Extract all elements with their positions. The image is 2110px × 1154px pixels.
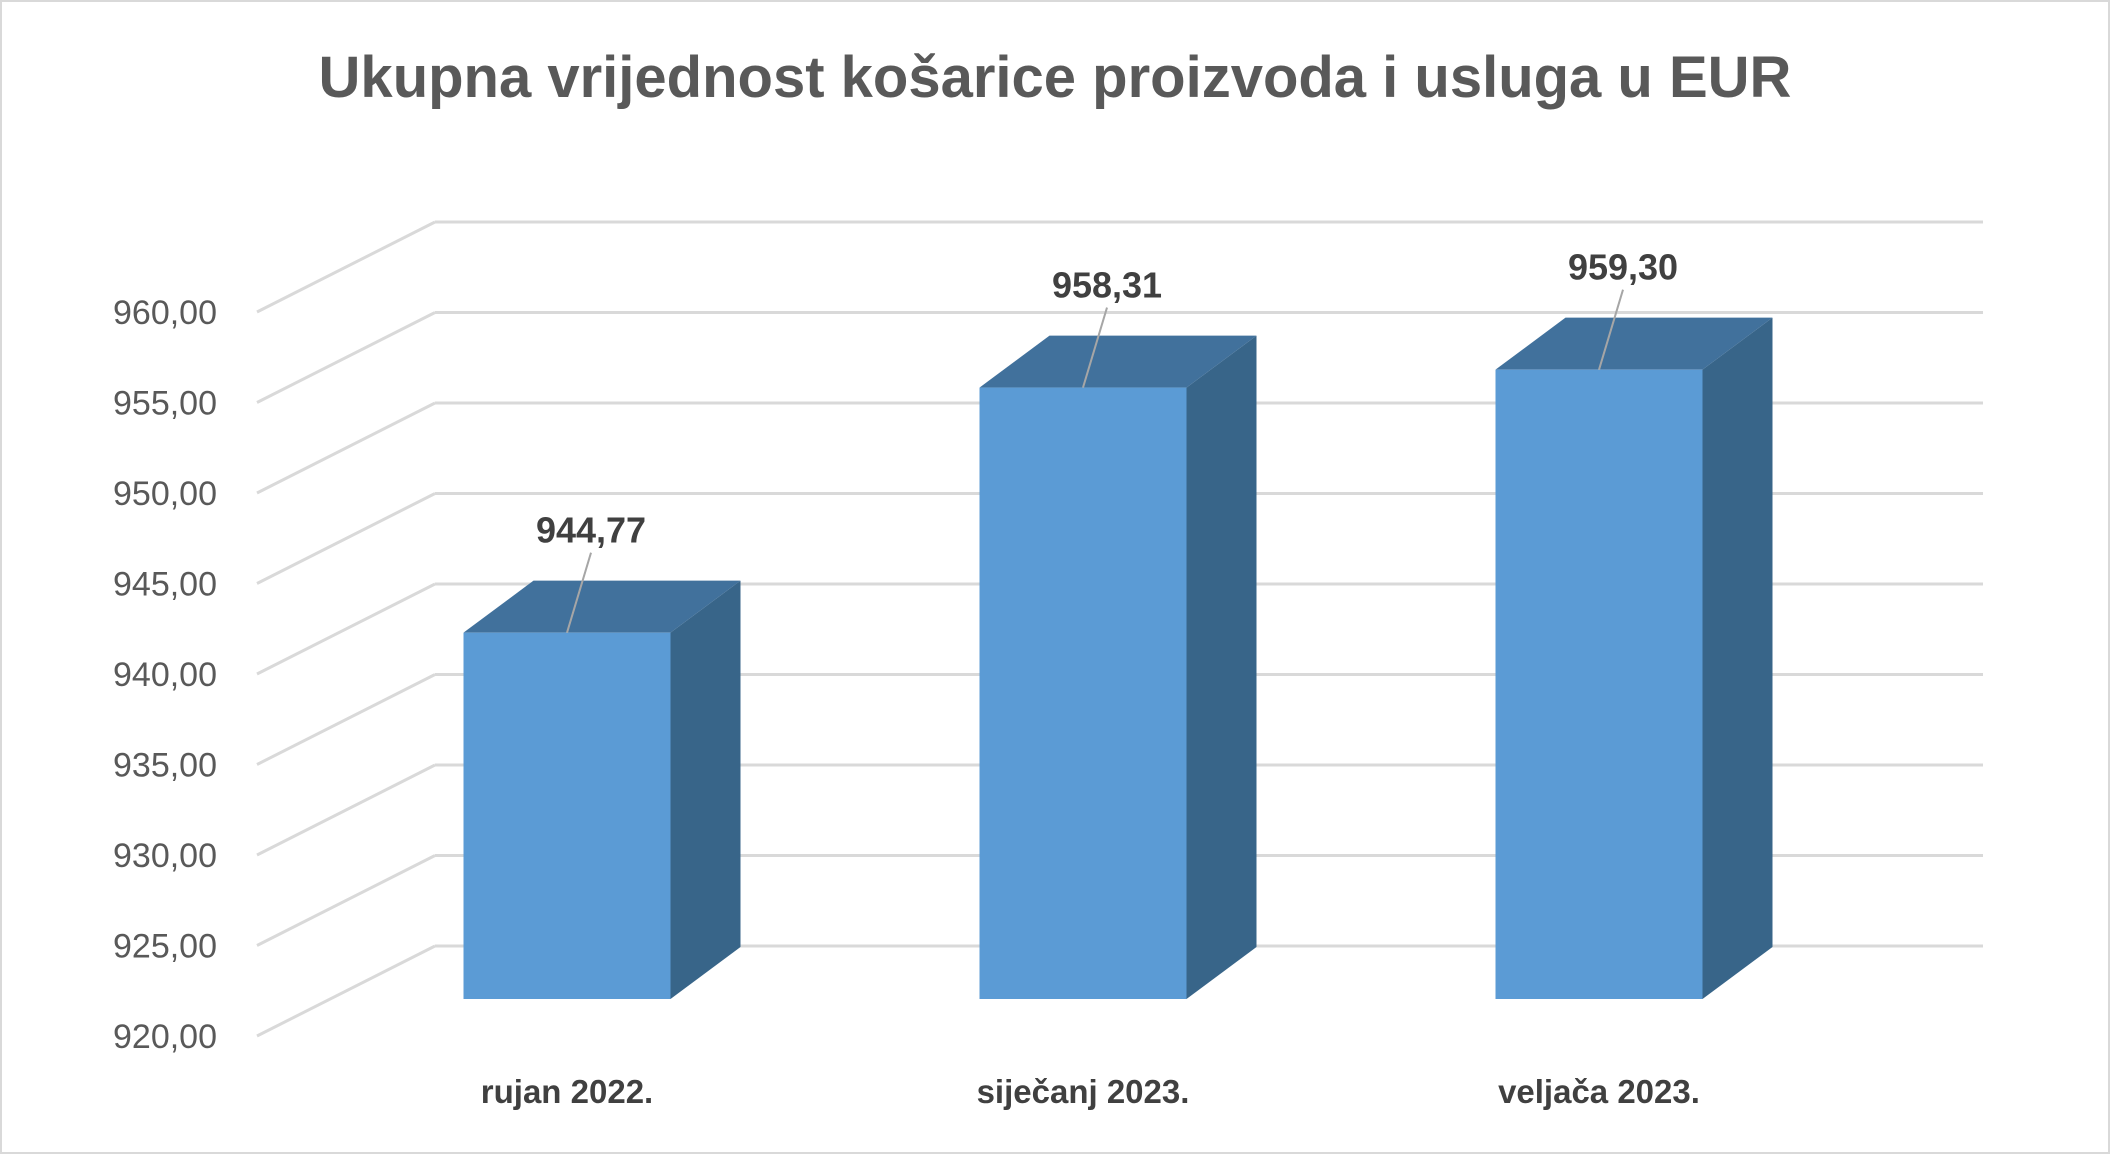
bar-side (1702, 317, 1773, 999)
bar (979, 387, 1187, 999)
gridline-side (256, 401, 436, 495)
gridline-side (256, 492, 436, 585)
data-label: 958,31 (1052, 265, 1162, 306)
y-tick-label: 950,00 (113, 475, 217, 513)
data-label: 959,30 (1568, 247, 1678, 288)
y-tick-label: 955,00 (113, 385, 217, 423)
y-tick-label: 940,00 (113, 656, 217, 694)
bar (463, 632, 671, 999)
gridline-side (256, 220, 436, 314)
gridline-side (256, 854, 436, 947)
x-category-label: rujan 2022. (481, 1073, 653, 1110)
y-tick-label: 945,00 (113, 566, 217, 604)
gridline-side (256, 311, 436, 404)
gridline-side (256, 763, 436, 857)
y-tick-label: 920,00 (113, 1018, 217, 1056)
y-tick-label: 935,00 (113, 747, 217, 785)
bar-top (1495, 317, 1773, 370)
data-label: 944,77 (536, 510, 646, 551)
gridline-side (256, 582, 436, 676)
bar-side (670, 580, 741, 999)
gridline-side (256, 673, 436, 766)
bar (1495, 369, 1703, 999)
y-tick-label: 925,00 (113, 928, 217, 966)
y-tick-label: 960,00 (113, 294, 217, 332)
gridline-side (256, 944, 436, 1038)
bar-top (463, 580, 741, 633)
data-label-leader (1598, 289, 1624, 370)
bar-side (1186, 335, 1257, 999)
bar-top (979, 335, 1257, 388)
data-label-leader (1082, 307, 1108, 388)
data-label-leader (566, 552, 592, 633)
x-category-label: veljača 2023. (1498, 1073, 1700, 1110)
x-category-label: siječanj 2023. (977, 1073, 1190, 1110)
y-tick-label: 930,00 (113, 837, 217, 875)
chart-title: Ukupna vrijednost košarice proizvoda i u… (318, 45, 1792, 110)
